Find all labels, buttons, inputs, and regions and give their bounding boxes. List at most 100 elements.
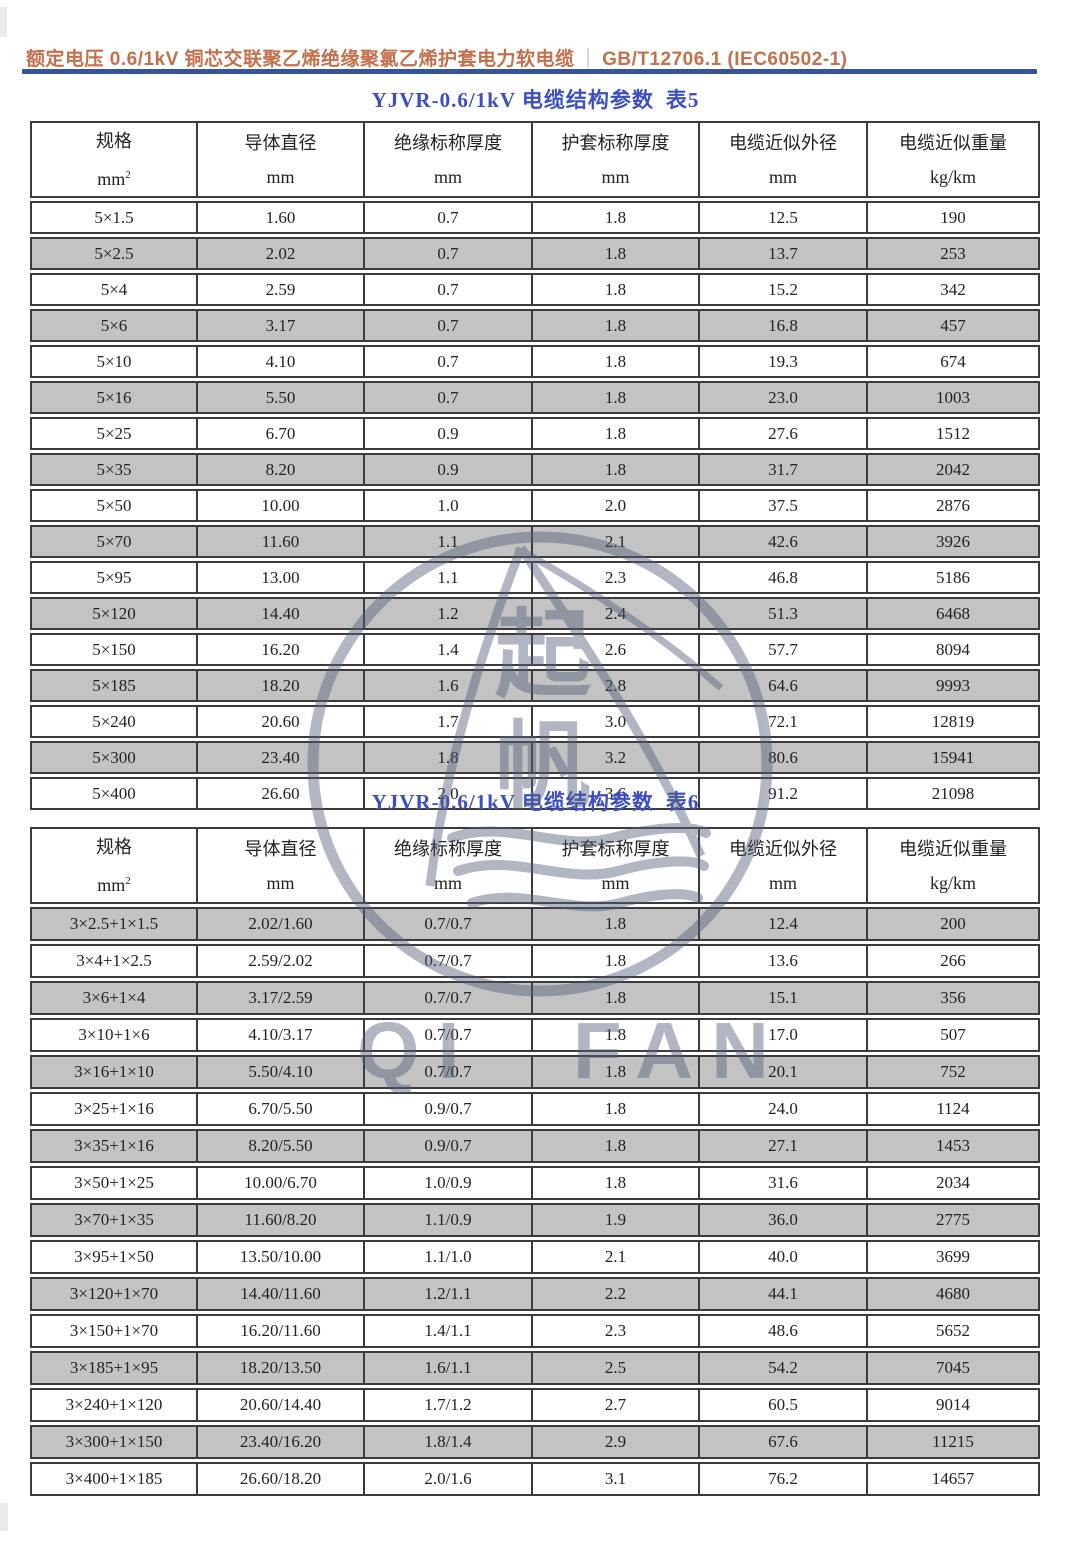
table-cell: 5186: [868, 561, 1040, 594]
table-row: 3×25+1×16 6.70/5.50 0.9/0.7 1.8 24.0 1124: [30, 1092, 1040, 1126]
table-cell: 1.8: [533, 1092, 700, 1126]
table-cell: 36.0: [700, 1203, 868, 1237]
table-row: 5×2.5 2.02 0.7 1.8 13.7 253: [30, 237, 1040, 270]
table-cell: 1.8/1.4: [365, 1425, 533, 1459]
table-cell: 11.60/8.20: [198, 1203, 365, 1237]
product-title: 额定电压 0.6/1kV 铜芯交联聚乙烯绝缘聚氯乙烯护套电力软电缆: [26, 49, 575, 70]
table-cell: 5×25: [30, 417, 198, 450]
table-cell: 27.1: [700, 1129, 868, 1163]
table-cell: 3×70+1×35: [30, 1203, 198, 1237]
table-cell: 8.20: [198, 453, 365, 486]
table-cell: 5.50/4.10: [198, 1055, 365, 1089]
table-cell: 16.8: [700, 309, 868, 342]
table-cell: 5×50: [30, 489, 198, 522]
table-cell: 12.5: [700, 201, 868, 234]
table-cell: 2.1: [533, 1240, 700, 1274]
table-cell: 2.8: [533, 669, 700, 702]
table-cell: 7045: [868, 1351, 1040, 1385]
table-cell: 3×35+1×16: [30, 1129, 198, 1163]
table-cell: 1.2: [365, 597, 533, 630]
table-row: 3×70+1×35 11.60/8.20 1.1/0.9 1.9 36.0 2775: [30, 1203, 1040, 1237]
document-header: 额定电压 0.6/1kV 铜芯交联聚乙烯绝缘聚氯乙烯护套电力软电缆｜ GB/T12…: [26, 44, 847, 71]
header-row: 规格 mm2 导体直径 mm 绝缘标称厚度 mm 护套标称厚度 mm 电缆近似外径 mm 电缆近似重…: [30, 121, 1040, 198]
table-cell: 1.8: [533, 381, 700, 414]
table-cell: 4680: [868, 1277, 1040, 1311]
column-unit: mm: [768, 167, 797, 187]
table-row: 5×35 8.20 0.9 1.8 31.7 2042: [30, 453, 1040, 486]
table-cell: 1.1: [365, 561, 533, 594]
table-cell: 16.20: [198, 633, 365, 666]
table-cell: 3×25+1×16: [30, 1092, 198, 1126]
table-cell: 1.8: [533, 1055, 700, 1089]
table-row: 5×25 6.70 0.9 1.8 27.6 1512: [30, 417, 1040, 450]
table-row: 3×150+1×70 16.20/11.60 1.4/1.1 2.3 48.6 5652: [30, 1314, 1040, 1348]
column-label: 护套标称厚度: [561, 839, 670, 859]
table-cell: 51.3: [700, 597, 868, 630]
table-cell: 26.60/18.20: [198, 1462, 365, 1496]
table-cell: 3699: [868, 1240, 1040, 1274]
table6-tag: 表6: [665, 790, 700, 814]
column-label: 导体直径: [244, 839, 317, 859]
table-cell: 5×2.5: [30, 237, 198, 270]
table-cell: 266: [868, 944, 1040, 978]
table-cell: 1453: [868, 1129, 1040, 1163]
table-cell: 72.1: [700, 705, 868, 738]
table-cell: 20.60/14.40: [198, 1388, 365, 1422]
column-label: 电缆近似外径: [729, 133, 837, 153]
table-row: 5×6 3.17 0.7 1.8 16.8 457: [30, 309, 1040, 342]
table-cell: 5×6: [30, 309, 198, 342]
table-cell: 1.4: [365, 633, 533, 666]
table-row: 5×16 5.50 0.7 1.8 23.0 1003: [30, 381, 1040, 414]
table-cell: 1.1/1.0: [365, 1240, 533, 1274]
table-cell: 1.8: [533, 1018, 700, 1052]
table-cell: 2.59: [198, 273, 365, 306]
table-cell: 11215: [868, 1425, 1040, 1459]
table-row: 3×35+1×16 8.20/5.50 0.9/0.7 1.8 27.1 1453: [30, 1129, 1040, 1163]
table6-title: YJVR-0.6/1kV 电缆结构参数 表6: [0, 786, 1071, 816]
column-label: 护套标称厚度: [561, 133, 670, 153]
table-row: 3×50+1×25 10.00/6.70 1.0/0.9 1.8 31.6 2034: [30, 1166, 1040, 1200]
table-cell: 2.0: [365, 777, 533, 810]
header-divider: [22, 69, 1037, 74]
column-header: 绝缘标称厚度 mm: [365, 121, 533, 198]
column-header: 导体直径 mm: [198, 121, 365, 198]
table-cell: 13.6: [700, 944, 868, 978]
table-cell: 2.9: [533, 1425, 700, 1459]
table-cell: 14.40/11.60: [198, 1277, 365, 1311]
table-cell: 13.50/10.00: [198, 1240, 365, 1274]
table-cell: 1.7: [365, 705, 533, 738]
table-row: 3×16+1×10 5.50/4.10 0.7/0.7 1.8 20.1 752: [30, 1055, 1040, 1089]
column-unit: mm: [433, 873, 462, 893]
table-row: 5×70 11.60 1.1 2.1 42.6 3926: [30, 525, 1040, 558]
table-cell: 6.70/5.50: [198, 1092, 365, 1126]
table-cell: 0.9/0.7: [365, 1092, 533, 1126]
table-cell: 15.2: [700, 273, 868, 306]
table-cell: 3×2.5+1×1.5: [30, 907, 198, 941]
table-cell: 10.00: [198, 489, 365, 522]
table-row: 5×10 4.10 0.7 1.8 19.3 674: [30, 345, 1040, 378]
table-cell: 2.59/2.02: [198, 944, 365, 978]
table-cell: 6468: [868, 597, 1040, 630]
table-row: 3×2.5+1×1.5 2.02/1.60 0.7/0.7 1.8 12.4 200: [30, 907, 1040, 941]
table-cell: 1.8: [533, 237, 700, 270]
column-label: 绝缘标称厚度: [394, 133, 502, 153]
table-row: 5×300 23.40 1.8 3.2 80.6 15941: [30, 741, 1040, 774]
table-cell: 2.1: [533, 525, 700, 558]
table-cell: 3×4+1×2.5: [30, 944, 198, 978]
table-cell: 2.3: [533, 1314, 700, 1348]
table-cell: 2.0/1.6: [365, 1462, 533, 1496]
table-cell: 8.20/5.50: [198, 1129, 365, 1163]
table-cell: 10.00/6.70: [198, 1166, 365, 1200]
table-cell: 26.60: [198, 777, 365, 810]
table-cell: 3×120+1×70: [30, 1277, 198, 1311]
table-cell: 1.1: [365, 525, 533, 558]
column-header: 护套标称厚度 mm: [533, 121, 700, 198]
column-label: 电缆近似外径: [729, 839, 837, 859]
column-label: 绝缘标称厚度: [394, 839, 502, 859]
column-header: 电缆近似外径 mm: [700, 827, 868, 904]
table-cell: 12.4: [700, 907, 868, 941]
table-cell: 2.5: [533, 1351, 700, 1385]
table-cell: 1.8: [533, 907, 700, 941]
table-cell: 23.0: [700, 381, 868, 414]
table-cell: 76.2: [700, 1462, 868, 1496]
